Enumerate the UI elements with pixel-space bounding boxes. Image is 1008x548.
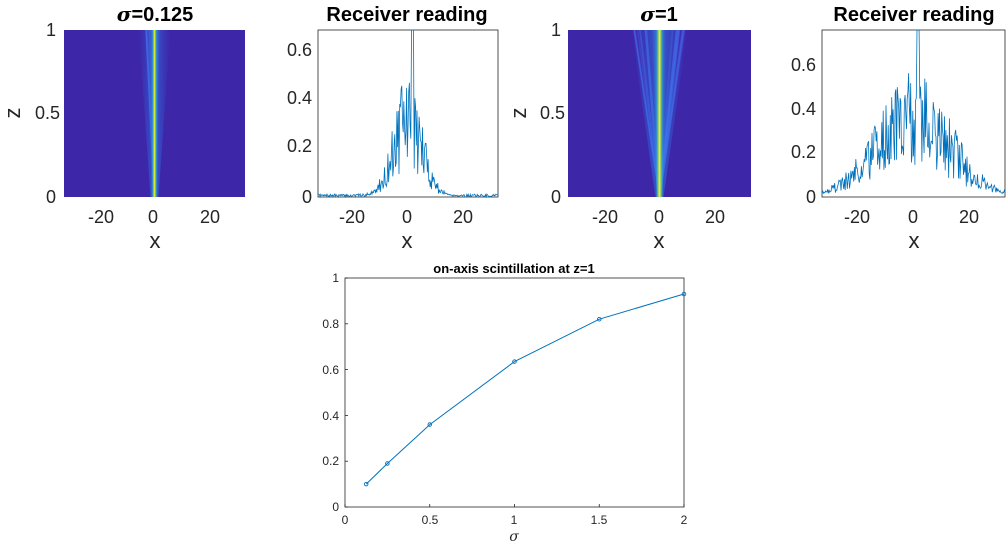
- heatmap-2-xtick-0: 0: [654, 207, 664, 227]
- scintillation-data-point: [385, 461, 390, 466]
- heatmap-2-xlabel: x: [654, 228, 665, 253]
- receiver-panel-2: Receiver reading 0.6 0.4 0.2 0 -20 0 20 …: [791, 4, 1006, 253]
- heatmap-1-ylabel: z: [0, 108, 25, 119]
- heatmap-panel-sigma-1: σ=1 1 0.5 0 z -20 0 20 x: [506, 2, 751, 253]
- scintillation-ytick-08: 0.8: [322, 317, 339, 331]
- scintillation-data-point: [363, 481, 369, 487]
- heatmap-1-xtick-20: 20: [200, 207, 220, 227]
- heatmap-1-ytick-05: 0.5: [35, 103, 60, 123]
- receiver-2-ytick-02: 0.2: [791, 142, 816, 162]
- scintillation-ytick-06: 0.6: [322, 363, 339, 377]
- scintillation-axes-box: [344, 277, 685, 508]
- receiver-1-xtick-0: 0: [402, 207, 412, 227]
- scintillation-xlabel: σ: [509, 529, 519, 545]
- receiver-1-ytick-06: 0.6: [287, 40, 312, 60]
- receiver-1-trace: [317, 29, 498, 199]
- receiver-1-ytick-04: 0.4: [287, 88, 312, 108]
- receiver-2-trace: [821, 29, 1006, 195]
- heatmap-2-plot-area: [568, 29, 751, 198]
- heatmap-1-title: σ=0.125: [117, 2, 193, 26]
- receiver-1-title: Receiver reading: [326, 4, 487, 26]
- heatmap-1-ytick-1: 1: [46, 20, 56, 40]
- scintillation-ytick-1: 1: [332, 271, 339, 285]
- receiver-1-xlabel: x: [402, 228, 413, 253]
- receiver-2-ytick-04: 0.4: [791, 99, 816, 119]
- receiver-1-ytick-0: 0: [302, 187, 312, 207]
- scintillation-xtick-05: 0.5: [422, 513, 439, 527]
- scintillation-ytick-0: 0: [332, 500, 339, 514]
- heatmap-1-xtick-neg20: -20: [88, 207, 114, 227]
- scintillation-data-point: [597, 316, 602, 322]
- scintillation-ytick-04: 0.4: [322, 409, 339, 423]
- heatmap-2-title: σ=1: [640, 2, 678, 26]
- heatmap-beam-core: [149, 30, 160, 197]
- scintillation-xtick-1: 1: [511, 513, 518, 527]
- receiver-1-ytick-02: 0.2: [287, 136, 312, 156]
- heatmap-2-ytick-1: 1: [551, 20, 561, 40]
- heatmap-2-xtick-neg20: -20: [592, 207, 618, 227]
- receiver-2-xtick-0: 0: [908, 207, 918, 227]
- receiver-2-title: Receiver reading: [833, 4, 994, 26]
- scintillation-data-point: [427, 422, 433, 427]
- scintillation-xtick-15: 1.5: [591, 513, 608, 527]
- receiver-panel-1: Receiver reading 0.6 0.4 0.2 0 -20 0 20 …: [287, 4, 499, 253]
- receiver-2-ytick-0: 0: [806, 187, 816, 207]
- receiver-2-ytick-06: 0.6: [791, 55, 816, 75]
- heatmap-1-xtick-0: 0: [148, 207, 158, 227]
- receiver-2-xlabel: x: [909, 228, 920, 253]
- heatmap-2-xtick-20: 20: [705, 207, 725, 227]
- heatmap-2-ytick-05: 0.5: [540, 103, 565, 123]
- scintillation-data-point: [512, 359, 517, 364]
- scintillation-xtick-2: 2: [681, 513, 688, 527]
- scintillation-data-point: [681, 291, 687, 297]
- receiver-2-xtick-neg20: -20: [844, 207, 870, 227]
- receiver-1-xtick-neg20: -20: [339, 207, 365, 227]
- heatmap-1-ytick-0: 0: [46, 187, 56, 207]
- heatmap-beam-core: [651, 30, 668, 197]
- scintillation-panel: on-axis scintillation at z=1 1 0.8 0.6 0…: [322, 261, 687, 545]
- heatmap-2-ytick-0: 0: [551, 187, 561, 207]
- scintillation-markers: [363, 291, 687, 487]
- heatmap-1-plot-area: [64, 29, 245, 198]
- scintillation-series-line: [365, 293, 685, 485]
- scintillation-xtick-0: 0: [342, 513, 349, 527]
- receiver-2-xtick-20: 20: [959, 207, 979, 227]
- receiver-2-axes-box: [821, 29, 1006, 198]
- scintillation-title: on-axis scintillation at z=1: [433, 261, 594, 276]
- scintillation-tick-marks: [344, 277, 685, 508]
- scintillation-ytick-02: 0.2: [322, 454, 339, 468]
- heatmap-1-xlabel: x: [150, 228, 161, 253]
- receiver-1-xtick-20: 20: [453, 207, 473, 227]
- heatmap-panel-sigma-0125: σ=0.125 1 0.5 0 z -20 0 20 x: [0, 2, 245, 253]
- heatmap-2-ylabel: z: [506, 108, 531, 119]
